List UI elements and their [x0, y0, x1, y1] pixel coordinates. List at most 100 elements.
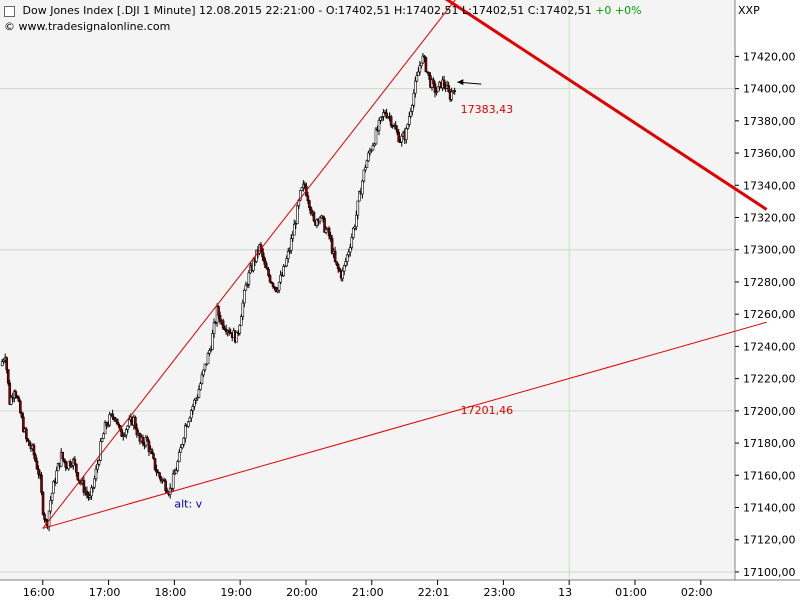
candle-body — [135, 427, 139, 436]
candle-body — [211, 333, 214, 350]
candle-body — [115, 418, 119, 425]
y-tick-label: 17200,00 — [743, 405, 796, 418]
candle-body — [235, 332, 239, 343]
candle-body — [26, 438, 30, 442]
x-tick-label: 22:01 — [418, 586, 450, 599]
header-checkbox-icon[interactable] — [4, 5, 15, 17]
candle-body — [17, 397, 21, 402]
candle-body — [303, 183, 307, 187]
candle-body — [447, 85, 450, 92]
y-tick-label: 17140,00 — [743, 502, 796, 515]
candle-body — [288, 250, 292, 252]
candle-body — [180, 444, 184, 449]
candle-body — [285, 258, 288, 267]
candle-body — [395, 128, 399, 133]
candle-body — [433, 83, 437, 93]
candle-body — [2, 359, 5, 362]
symbol-label: XXP — [738, 4, 760, 17]
candle-body — [5, 357, 9, 370]
candle-body — [108, 414, 111, 426]
candle-body — [182, 437, 186, 445]
candle-body — [19, 400, 22, 414]
candle-body — [421, 55, 425, 64]
candle-body — [196, 397, 199, 400]
candle-body — [94, 468, 98, 480]
candle-body — [117, 423, 121, 426]
candle-body — [194, 398, 198, 401]
candle-body — [59, 451, 63, 467]
candle-body — [188, 417, 192, 422]
candle-body — [417, 71, 420, 76]
trendline — [42, 321, 767, 529]
candle-body — [176, 461, 180, 471]
candle-body — [418, 65, 422, 73]
annotation-label: 17201,46 — [461, 404, 514, 417]
candle-body — [239, 316, 243, 326]
candle-body — [209, 349, 213, 351]
candle-body — [106, 424, 110, 427]
candle-body — [44, 519, 48, 522]
candle-body — [35, 460, 39, 470]
header-sep: - — [318, 4, 326, 17]
candle-body — [126, 425, 130, 430]
candle-body — [330, 238, 334, 254]
trendline — [444, 0, 768, 211]
y-tick-label: 17160,00 — [743, 469, 796, 482]
candle-body — [187, 421, 190, 427]
y-tick-label: 17180,00 — [743, 437, 796, 450]
candle-body — [407, 116, 411, 125]
candle-body — [411, 105, 414, 112]
candle-body — [40, 474, 43, 493]
candle-body — [450, 91, 453, 100]
candle-body — [159, 476, 163, 482]
candle-body — [103, 422, 107, 435]
x-tick-label: 18:00 — [155, 586, 187, 599]
x-tick-label: 21:00 — [352, 586, 384, 599]
candle-body — [191, 405, 195, 411]
candle-body — [120, 429, 124, 437]
candle-body — [38, 473, 42, 476]
candle-body — [279, 274, 282, 283]
candle-body — [306, 195, 310, 201]
candle-body — [300, 187, 304, 191]
candle-body — [315, 219, 319, 226]
candle-body — [221, 320, 225, 329]
y-tick-label: 17240,00 — [743, 340, 796, 353]
candle-body — [111, 413, 114, 418]
candle-body — [247, 272, 251, 285]
candle-body — [164, 480, 167, 491]
candle-body — [218, 315, 222, 323]
candle-body — [368, 150, 372, 154]
candle-body — [291, 234, 295, 239]
candle-body — [179, 447, 183, 453]
candle-body — [205, 363, 208, 366]
candle-body — [371, 145, 375, 151]
grid-lines — [0, 0, 735, 580]
candle-body — [123, 434, 127, 437]
candle-body — [442, 79, 446, 87]
candle-body — [289, 238, 293, 251]
candle-body — [206, 352, 210, 365]
candle-body — [171, 473, 175, 489]
candle-body — [362, 169, 366, 182]
candle-body — [423, 55, 426, 58]
candle-body — [37, 468, 40, 475]
candle-body — [264, 260, 267, 268]
candle-body — [338, 268, 341, 272]
header-date: 12.08.2015 — [199, 4, 262, 17]
candle-body — [0, 361, 4, 367]
x-tick-label: 16:00 — [23, 586, 55, 599]
candle-body — [283, 265, 287, 268]
candle-body — [147, 440, 151, 452]
candle-body — [100, 438, 104, 442]
y-tick-label: 17420,00 — [743, 50, 796, 63]
candle-body — [105, 422, 108, 427]
candle-body — [85, 490, 89, 495]
candle-body — [75, 463, 78, 473]
candle-body — [9, 396, 13, 405]
candle-body — [76, 472, 80, 481]
candle-body — [414, 80, 417, 94]
candle-body — [50, 492, 54, 501]
candle-body — [127, 419, 131, 427]
